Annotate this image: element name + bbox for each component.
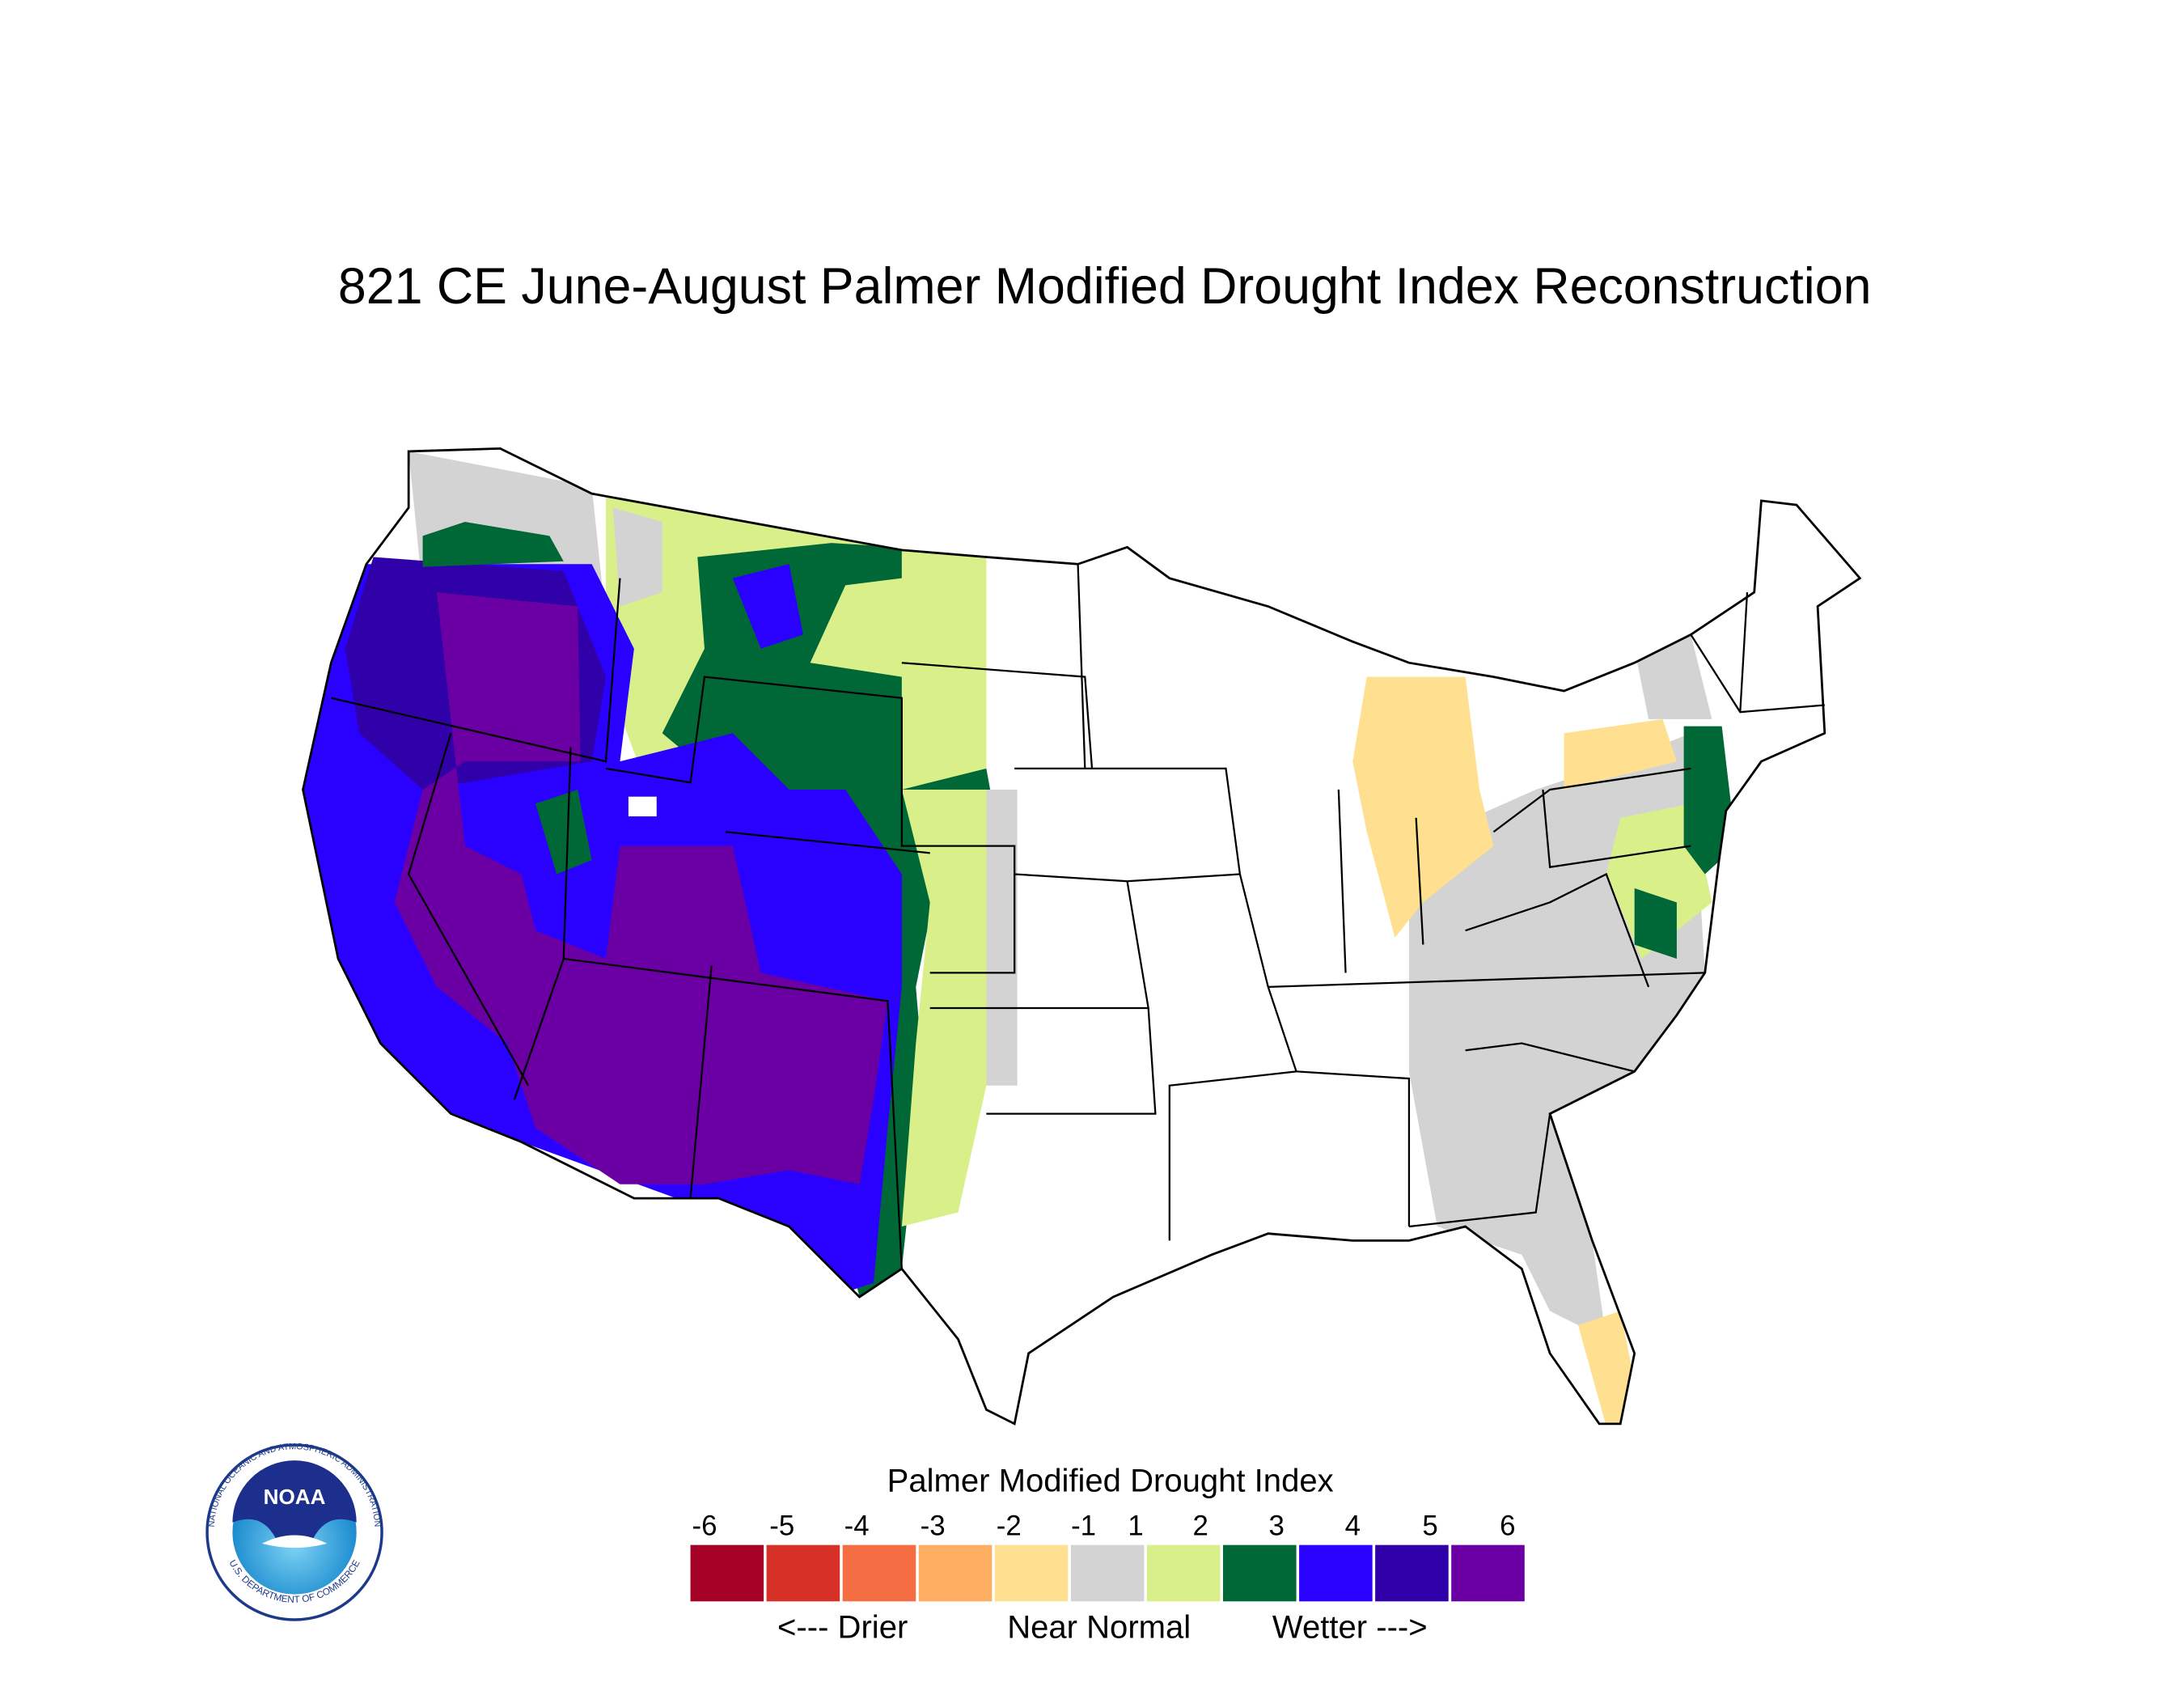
region [732,564,803,649]
legend-tick-label: 3 [1269,1510,1285,1541]
legend-tick-label: 6 [1500,1510,1515,1541]
legend-tick-label: -3 [921,1510,946,1541]
legend-label: Wetter ---> [1272,1610,1428,1646]
legend-label: Near Normal [1007,1610,1191,1646]
legend-swatch [918,1544,993,1602]
region [1634,888,1677,959]
legend-swatch [994,1544,1069,1602]
legend-swatch [842,1544,916,1602]
map [302,447,1861,1426]
legend-tick-label: -2 [997,1510,1022,1541]
legend-swatch [690,1544,764,1602]
legend-swatch [1375,1544,1449,1602]
legend-title: Palmer Modified Drought Index [887,1463,1334,1498]
legend-tick-label: 2 [1192,1510,1208,1541]
region [612,507,662,607]
legend-label: <--- Drier [777,1610,908,1646]
legend-swatch [1223,1544,1297,1602]
map-title: 821 CE June-August Palmer Modified Droug… [338,258,1872,315]
legend-tick-label: -1 [1071,1510,1096,1541]
legend-swatch [1070,1544,1145,1602]
legend-tick-label: -4 [844,1510,870,1541]
legend-tick-label: 1 [1128,1510,1143,1541]
region [535,789,592,875]
region [986,789,1018,1086]
legend-swatch [1146,1544,1221,1602]
legend-tick-label: -5 [769,1510,794,1541]
legend: Palmer Modified Drought Index -6 -5 -4 -3 -2… [690,1463,1525,1646]
legend-tick-label: -6 [692,1510,717,1541]
legend-tick-label: 5 [1422,1510,1437,1541]
logo-name: NOAA [264,1485,326,1509]
legend-swatch [766,1544,840,1602]
region [1352,676,1494,938]
region [422,522,564,567]
logo-bird [262,1535,328,1549]
region [1564,718,1677,790]
logo-sky [232,1460,357,1549]
legend-swatch [1451,1544,1525,1602]
noaa-logo: NOAA NATIONAL OCEANIC AND ATMOSPHERIC AD… [205,1442,383,1621]
region [628,796,657,817]
region [1634,634,1712,719]
legend-swatch [1299,1544,1373,1602]
legend-tick-label: 4 [1345,1510,1361,1541]
